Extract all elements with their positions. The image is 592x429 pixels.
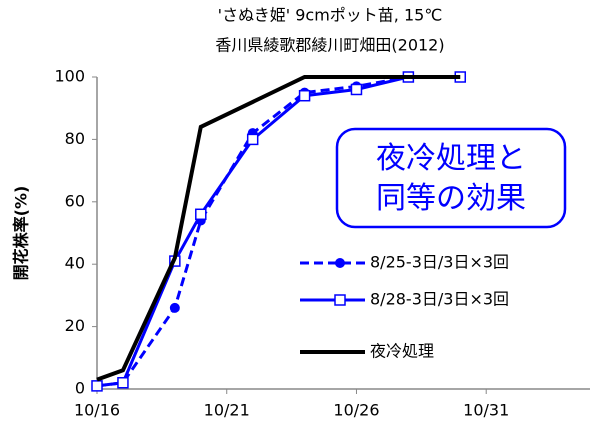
legend-marker <box>335 258 345 268</box>
annotation: 夜冷処理と同等の効果 <box>376 141 526 216</box>
point <box>117 377 129 389</box>
y-tick-label: 80 <box>65 129 85 148</box>
chart-subtitle: 香川県綾歌郡綾川町畑田(2012) <box>215 36 444 55</box>
x-tick-label: 10/21 <box>204 401 250 420</box>
x-tick-label: 10/31 <box>463 401 509 420</box>
x-tick-label: 10/16 <box>74 401 120 420</box>
legend-label: 8/28-3日/3日×3回 <box>370 290 509 309</box>
legend-label: 8/25-3日/3日×3回 <box>370 253 509 272</box>
point <box>246 133 259 146</box>
point <box>350 83 363 96</box>
chart-title: 'さぬき姫' 9cmポット苗, 15℃ <box>218 6 443 25</box>
annotation-holder: 夜冷処理と同等の効果 <box>376 141 526 216</box>
legend-label: 夜冷処理 <box>370 342 434 361</box>
y-tick-label: 100 <box>54 67 85 86</box>
legend-marker <box>334 294 346 306</box>
y-tick-label: 0 <box>75 379 85 398</box>
series-line <box>96 75 461 388</box>
annotation-box <box>335 127 567 229</box>
series-line <box>96 75 461 382</box>
y-tick-label: 40 <box>65 254 85 273</box>
point <box>195 208 207 221</box>
x-tick-label: 10/26 <box>333 401 379 420</box>
y-axis-label: 開花株率(%) <box>12 186 31 281</box>
point <box>91 380 103 392</box>
point <box>169 302 180 313</box>
point <box>298 89 311 102</box>
y-tick-label: 20 <box>65 316 85 335</box>
y-tick-label: 60 <box>65 191 85 210</box>
